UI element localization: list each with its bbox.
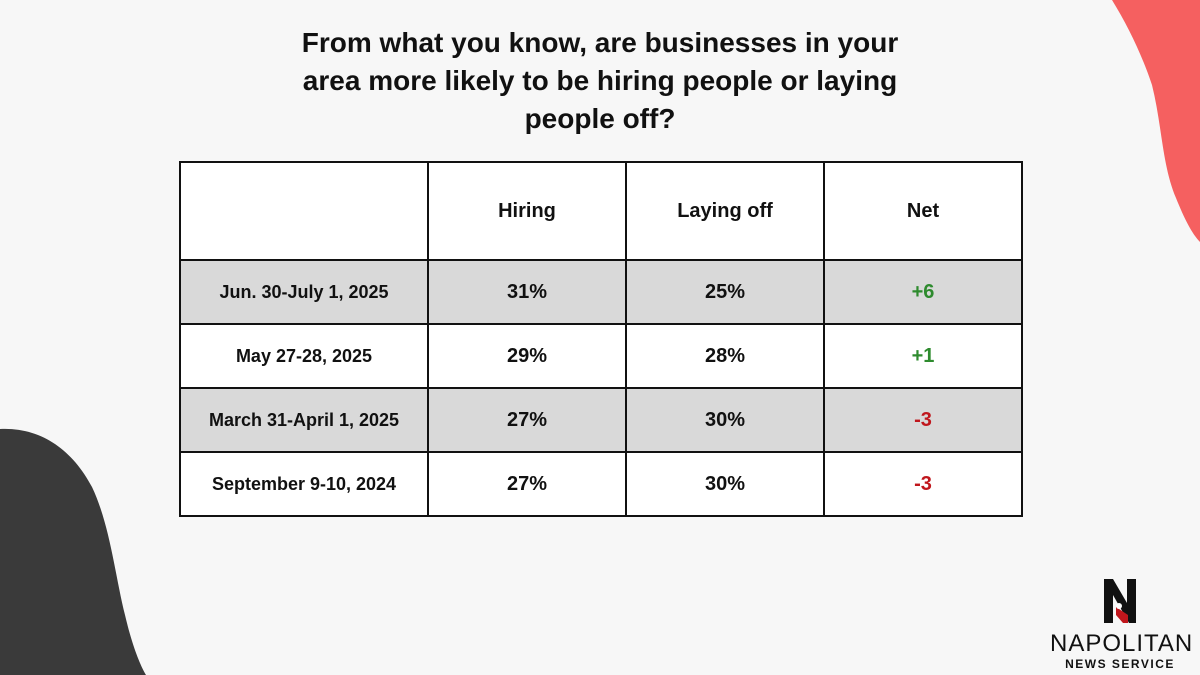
table-row: Jun. 30-July 1, 2025 31% 25% +6	[179, 259, 1023, 325]
decorative-dark-shape	[0, 428, 146, 675]
row-date: March 31-April 1, 2025	[179, 387, 429, 453]
header-hiring: Hiring	[427, 161, 627, 261]
table-header-row: Hiring Laying off Net	[179, 161, 1023, 261]
row-laying-off: 30%	[625, 387, 825, 453]
row-net: +1	[823, 323, 1023, 389]
row-net: -3	[823, 387, 1023, 453]
header-date	[179, 161, 429, 261]
table-row: September 9-10, 2024 27% 30% -3	[179, 451, 1023, 517]
table-row: March 31-April 1, 2025 27% 30% -3	[179, 387, 1023, 453]
row-date: Jun. 30-July 1, 2025	[179, 259, 429, 325]
napolitan-logo: NAPOLITAN NEWS SERVICE	[1050, 577, 1194, 671]
chart-title: From what you know, are businesses in yo…	[301, 27, 899, 134]
table-row: May 27-28, 2025 29% 28% +1	[179, 323, 1023, 389]
row-net: -3	[823, 451, 1023, 517]
logo-name: NAPOLITAN	[1050, 630, 1194, 657]
row-net: +6	[823, 259, 1023, 325]
decorative-red-shape	[1112, 0, 1200, 242]
row-hiring: 31%	[427, 259, 627, 325]
header-laying-off: Laying off	[625, 161, 825, 261]
row-laying-off: 25%	[625, 259, 825, 325]
row-hiring: 27%	[427, 387, 627, 453]
header-net: Net	[823, 161, 1023, 261]
row-laying-off: 28%	[625, 323, 825, 389]
row-hiring: 27%	[427, 451, 627, 517]
row-laying-off: 30%	[625, 451, 825, 517]
napolitan-n-icon	[1104, 579, 1136, 623]
logo-subtitle: NEWS SERVICE	[1065, 657, 1175, 671]
row-date: May 27-28, 2025	[179, 323, 429, 389]
row-hiring: 29%	[427, 323, 627, 389]
poll-results-table: Hiring Laying off Net Jun. 30-July 1, 20…	[179, 161, 1023, 517]
row-date: September 9-10, 2024	[179, 451, 429, 517]
